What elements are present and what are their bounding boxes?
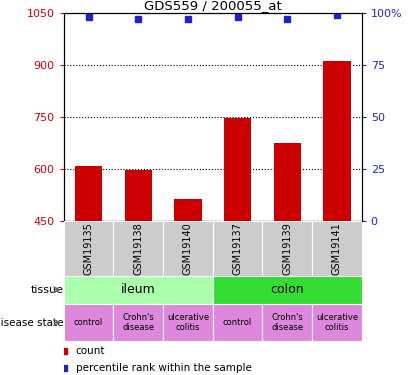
- Text: control: control: [223, 318, 252, 327]
- Title: GDS559 / 200055_at: GDS559 / 200055_at: [144, 0, 282, 12]
- Bar: [125, 170, 152, 221]
- Text: GSM19140: GSM19140: [183, 222, 193, 275]
- Text: GSM19138: GSM19138: [133, 222, 143, 275]
- Bar: [312, 221, 362, 276]
- Text: Crohn's
disease: Crohn's disease: [122, 313, 154, 332]
- Bar: [262, 221, 312, 276]
- Text: disease state: disease state: [0, 318, 64, 327]
- Bar: [113, 221, 163, 276]
- Bar: [163, 221, 213, 276]
- Bar: [312, 304, 362, 341]
- Bar: [64, 304, 113, 341]
- Text: GSM19137: GSM19137: [233, 222, 242, 275]
- Bar: [224, 118, 251, 221]
- Bar: [64, 276, 213, 304]
- Bar: [64, 221, 113, 276]
- Text: ulcerative
colitis: ulcerative colitis: [316, 313, 358, 332]
- Bar: [75, 166, 102, 221]
- Text: GSM19141: GSM19141: [332, 222, 342, 275]
- Bar: [323, 61, 351, 221]
- Bar: [163, 304, 213, 341]
- Text: colon: colon: [270, 283, 304, 296]
- Text: Crohn's
disease: Crohn's disease: [271, 313, 303, 332]
- Bar: [213, 276, 362, 304]
- Bar: [213, 304, 262, 341]
- Bar: [213, 221, 262, 276]
- Text: ileum: ileum: [121, 283, 156, 296]
- Bar: [174, 200, 201, 221]
- Text: GSM19135: GSM19135: [83, 222, 94, 275]
- Text: tissue: tissue: [31, 285, 64, 295]
- Text: count: count: [76, 346, 105, 356]
- Bar: [113, 304, 163, 341]
- Text: ulcerative
colitis: ulcerative colitis: [167, 313, 209, 332]
- Text: control: control: [74, 318, 103, 327]
- Bar: [274, 142, 301, 221]
- Text: percentile rank within the sample: percentile rank within the sample: [76, 363, 252, 373]
- Bar: [262, 304, 312, 341]
- Text: GSM19139: GSM19139: [282, 222, 292, 275]
